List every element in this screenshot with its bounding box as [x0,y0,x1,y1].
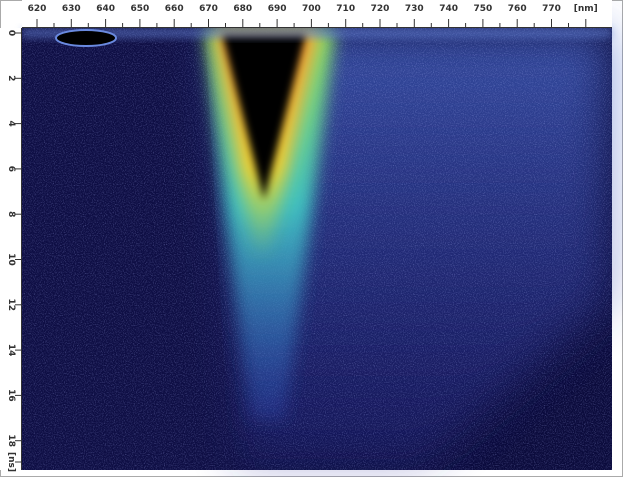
x-ruler-label: 630 [62,4,81,14]
x-ruler-label: [nm] [574,4,598,14]
x-ruler-label: 680 [233,4,252,14]
x-ruler-label: 660 [165,4,184,14]
x-ruler-label: 710 [336,4,355,14]
y-ruler-label: 14 [6,344,16,357]
x-ruler-label: 620 [28,4,47,14]
x-ruler-label: 720 [371,4,390,14]
image [22,28,612,470]
y-ruler-label: 0 [6,30,16,36]
x-ruler-label: 740 [439,4,458,14]
x-ruler-label: 670 [199,4,218,14]
y-ruler-label: 10 [6,253,16,266]
x-ruler-label: 760 [508,4,527,14]
x-ruler-label: 770 [542,4,561,14]
x-ruler-label: 730 [405,4,424,14]
x-ruler-label: 650 [131,4,150,14]
y-ruler-label: 18 [6,434,16,447]
x-ruler-label: 700 [302,4,321,14]
x-ruler-label: 750 [474,4,493,14]
x-ruler-label: 640 [96,4,115,14]
y-ruler-label: 2 [6,75,16,81]
streak-image-view: 6206306406506606706806907007107207307407… [0,0,623,477]
y-ruler-label: 4 [6,120,16,126]
y-ruler-label: [ns] [6,452,16,472]
left-ruler [0,28,22,470]
y-ruler-label: 6 [6,166,16,172]
x-ruler-label: 690 [268,4,287,14]
y-ruler-label: 12 [6,299,16,312]
y-ruler-label: 16 [6,389,16,402]
y-ruler-label: 8 [6,211,16,217]
